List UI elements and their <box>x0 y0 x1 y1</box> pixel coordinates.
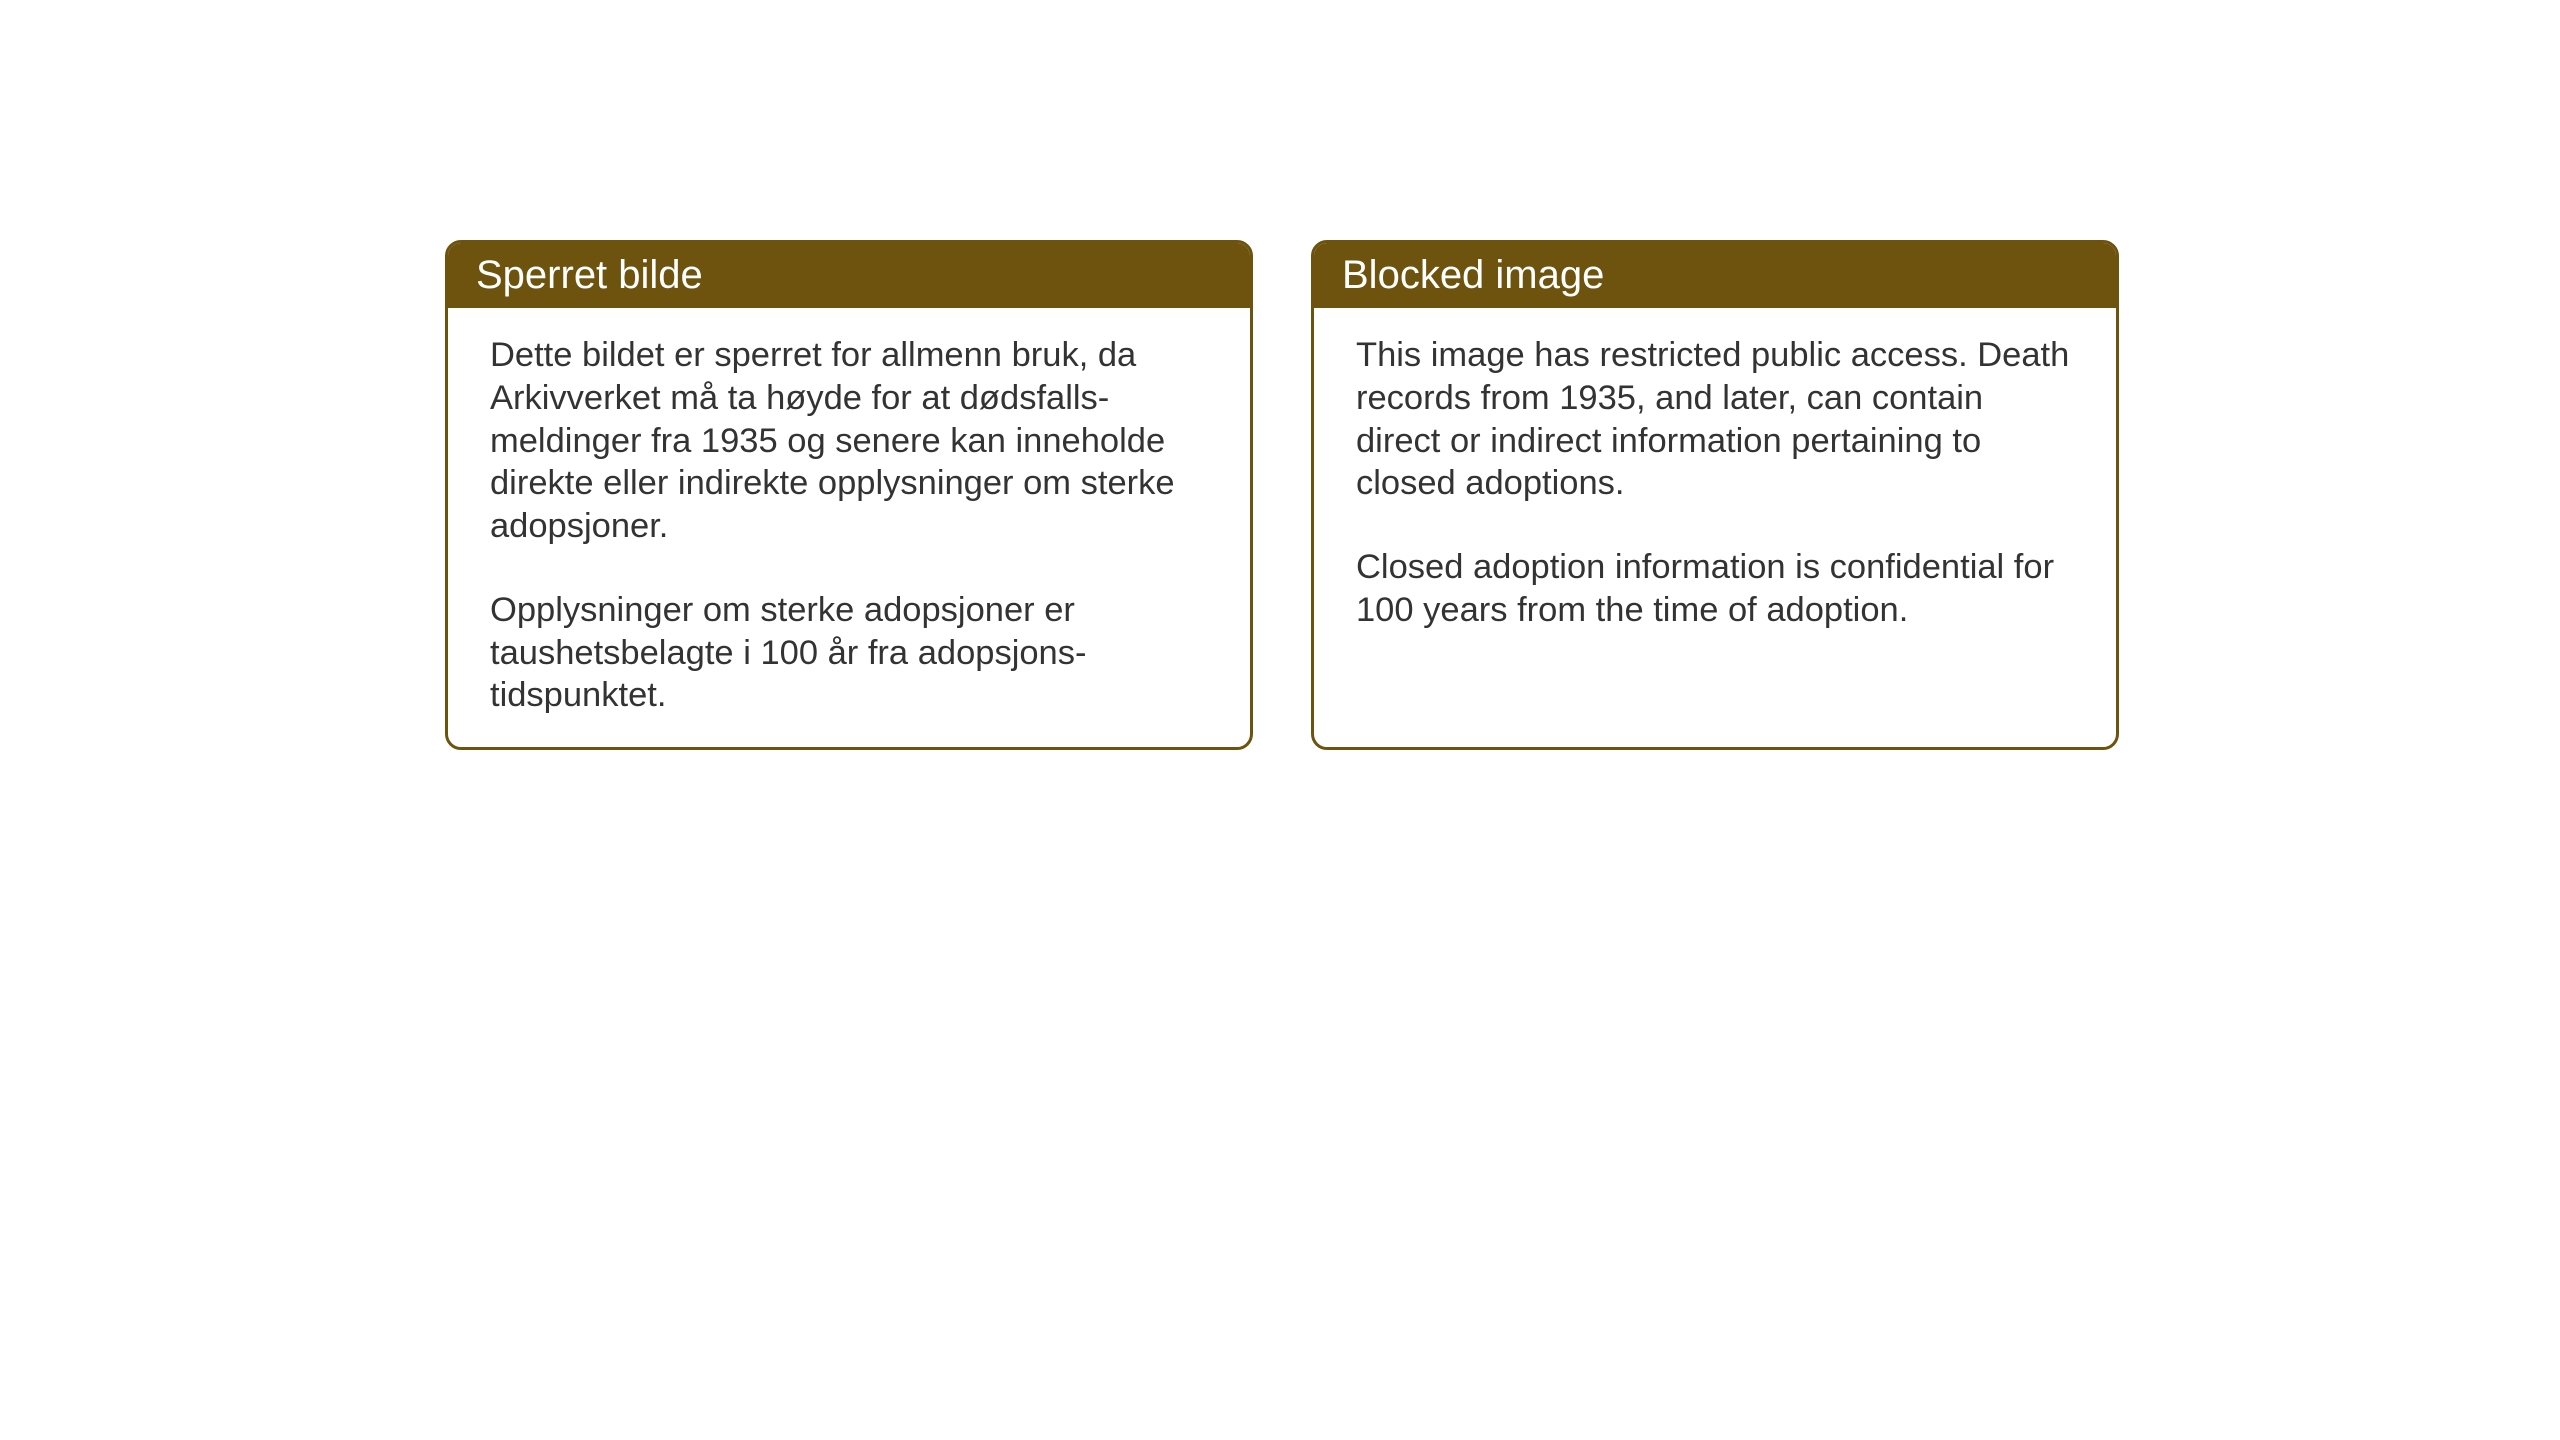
card-paragraph-norwegian-1: Dette bildet er sperret for allmenn bruk… <box>490 334 1208 548</box>
notice-cards-container: Sperret bilde Dette bildet er sperret fo… <box>445 240 2119 750</box>
card-body-english: This image has restricted public access.… <box>1314 308 2116 658</box>
card-header-english: Blocked image <box>1314 243 2116 308</box>
card-paragraph-norwegian-2: Opplysninger om sterke adopsjoner er tau… <box>490 589 1208 717</box>
card-paragraph-english-2: Closed adoption information is confident… <box>1356 546 2074 632</box>
card-title-english: Blocked image <box>1342 253 1604 297</box>
card-paragraph-english-1: This image has restricted public access.… <box>1356 334 2074 505</box>
card-body-norwegian: Dette bildet er sperret for allmenn bruk… <box>448 308 1250 743</box>
notice-card-english: Blocked image This image has restricted … <box>1311 240 2119 750</box>
card-header-norwegian: Sperret bilde <box>448 243 1250 308</box>
notice-card-norwegian: Sperret bilde Dette bildet er sperret fo… <box>445 240 1253 750</box>
card-title-norwegian: Sperret bilde <box>476 253 703 297</box>
